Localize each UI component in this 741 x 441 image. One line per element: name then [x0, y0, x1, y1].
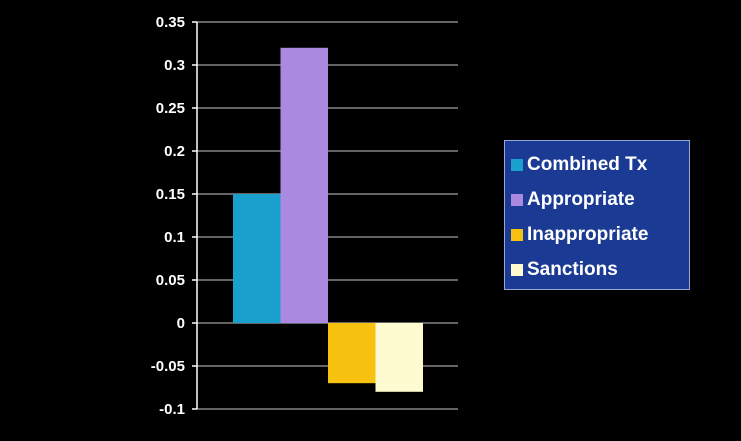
- y-tick-label: -0.05: [151, 358, 185, 375]
- bar-sanctions: [375, 323, 423, 392]
- legend-item: Appropriate: [511, 182, 685, 217]
- legend-swatch: [511, 158, 523, 171]
- y-tick-label: 0.15: [156, 186, 185, 203]
- y-tick-label: 0: [177, 315, 185, 332]
- bar-appropriate: [280, 47, 328, 324]
- legend-item: Sanctions: [511, 252, 685, 287]
- legend-swatch: [511, 228, 523, 241]
- legend-label: Inappropriate: [527, 223, 649, 245]
- bar-inappropriate: [328, 323, 376, 384]
- y-axis-ticks: 0.35 0.3 0.25 0.2 0.15 0.1 0.05 0 -0.05 -0.1: [151, 14, 197, 418]
- y-tick-label: -0.1: [159, 401, 185, 418]
- bar-combined-tx: [233, 194, 281, 323]
- y-tick-label: 0.05: [156, 272, 185, 289]
- y-tick-label: 0.35: [156, 14, 185, 31]
- legend-label: Appropriate: [527, 188, 635, 210]
- legend-label: Sanctions: [527, 258, 618, 280]
- bars: [233, 47, 423, 392]
- y-tick-label: 0.2: [164, 143, 185, 160]
- chart-legend: Combined Tx Appropriate Inappropriate Sanct…: [504, 140, 690, 290]
- legend-swatch: [511, 263, 523, 276]
- legend-item: Combined Tx: [511, 147, 685, 182]
- y-tick-label: 0.25: [156, 100, 185, 117]
- legend-label: Combined Tx: [527, 153, 648, 175]
- y-tick-label: 0.1: [164, 229, 185, 246]
- legend-item: Inappropriate: [511, 217, 685, 252]
- legend-swatch: [511, 193, 523, 206]
- y-tick-label: 0.3: [164, 57, 185, 74]
